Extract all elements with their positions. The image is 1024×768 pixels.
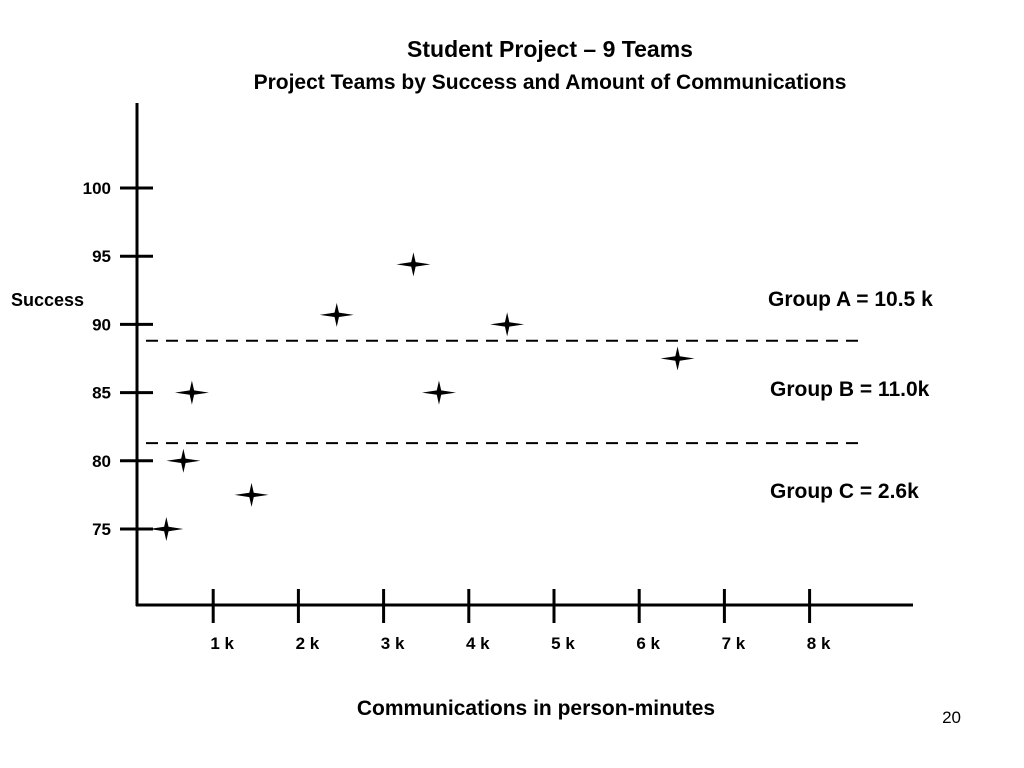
data-point xyxy=(490,312,525,337)
axes xyxy=(135,103,913,607)
group-label: Group B = 11.0k xyxy=(770,378,930,401)
y-tick-label: 90 xyxy=(92,315,111,334)
x-tick-label: 8 k xyxy=(807,634,831,653)
page-number: 20 xyxy=(942,708,961,727)
data-point xyxy=(166,448,201,473)
y-axis-label: Success xyxy=(11,290,85,310)
group-labels: Group A = 10.5 k Group B = 11.0k Group C =… xyxy=(768,288,933,503)
y-tick-label: 80 xyxy=(92,452,111,471)
data-point xyxy=(149,517,184,541)
data-point xyxy=(174,380,209,405)
x-tick-label: 5 k xyxy=(551,634,575,653)
threshold-lines xyxy=(146,339,866,445)
x-tick-label: 4 k xyxy=(466,634,490,653)
x-tick-label: 3 k xyxy=(381,634,405,653)
x-axis-label: Communications in person-minutes xyxy=(356,697,716,720)
x-tick-label: 2 k xyxy=(296,634,320,653)
x-tick-label: 7 k xyxy=(722,634,746,653)
chart-subtitle: Project Teams by Success and Amount of C… xyxy=(253,71,847,94)
y-tick-label: 95 xyxy=(92,247,111,266)
group-label: Group A = 10.5 k xyxy=(768,288,933,311)
x-tick-label: 1 k xyxy=(210,634,234,653)
y-tick-label: 85 xyxy=(92,384,111,403)
data-point xyxy=(234,482,269,507)
y-ticks: 75 80 85 90 95 100 xyxy=(83,179,153,539)
data-point xyxy=(421,380,456,405)
data-point xyxy=(660,346,695,371)
chart-title: Student Project – 9 Teams xyxy=(407,36,693,62)
data-point xyxy=(396,252,431,277)
x-ticks: 1 k 2 k 3 k 4 k 5 k 6 k 7 k 8 k xyxy=(210,589,831,653)
group-label: Group C = 2.6k xyxy=(770,480,919,503)
y-tick-label: 75 xyxy=(92,520,111,539)
data-point xyxy=(319,302,354,327)
x-tick-label: 6 k xyxy=(636,634,660,653)
data-points xyxy=(149,252,695,541)
y-tick-label: 100 xyxy=(83,179,111,198)
